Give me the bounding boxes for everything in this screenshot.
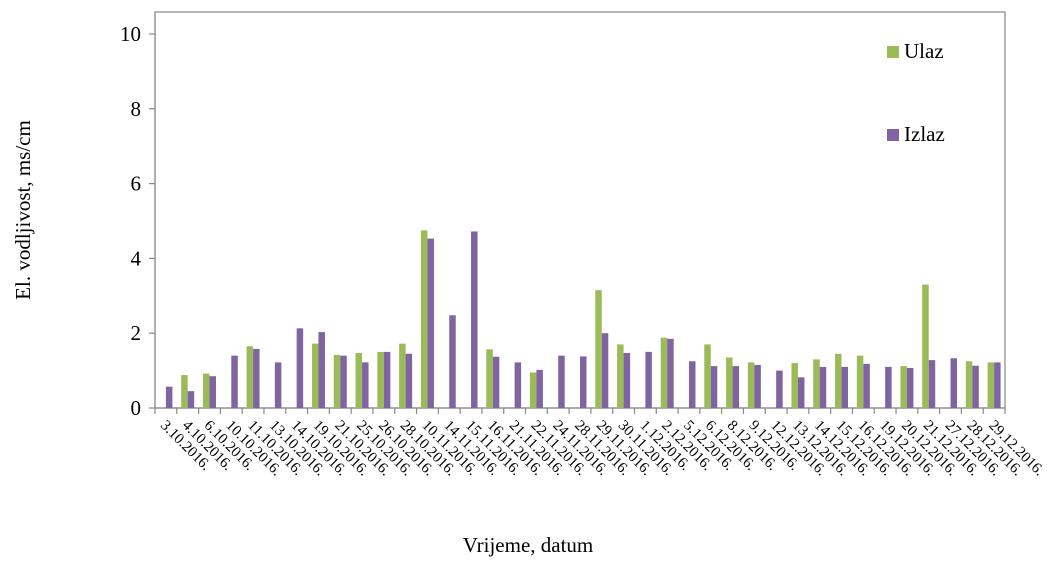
legend-swatch-ulaz	[887, 46, 899, 58]
bar-ulaz-38	[987, 362, 995, 408]
bar-izlaz-26	[732, 366, 740, 408]
bar-izlaz-38	[994, 362, 1001, 408]
bar-izlaz-21	[623, 353, 631, 408]
bar-izlaz-29	[797, 377, 805, 408]
bar-izlaz-7	[318, 332, 325, 408]
bar-ulaz-34	[900, 366, 907, 408]
bar-izlaz-1	[187, 391, 195, 408]
bar-izlaz-33	[885, 366, 892, 408]
bar-izlaz-24	[688, 361, 696, 408]
bar-izlaz-5	[274, 362, 282, 408]
bar-ulaz-10	[377, 351, 384, 408]
bar-izlaz-22	[645, 351, 652, 408]
bar-izlaz-35	[928, 360, 936, 408]
bar-izlaz-2	[209, 376, 216, 408]
bar-ulaz-31	[835, 353, 842, 408]
y-tick-label: 4	[131, 246, 142, 270]
bar-ulaz-21	[617, 344, 624, 408]
bar-izlaz-13	[449, 315, 456, 408]
bar-ulaz-12	[420, 230, 428, 408]
bar-ulaz-27	[747, 362, 755, 408]
bar-ulaz-20	[595, 290, 602, 408]
bar-izlaz-36	[950, 358, 958, 408]
bar-ulaz-35	[922, 284, 929, 408]
y-tick-label: 8	[131, 97, 142, 121]
bar-izlaz-0	[165, 386, 173, 408]
bar-izlaz-27	[754, 364, 761, 408]
legend: Ulaz Izlaz	[887, 39, 945, 146]
bar-izlaz-12	[427, 238, 434, 408]
plot-area-frame	[154, 11, 1006, 409]
bar-izlaz-34	[906, 367, 914, 408]
bar-izlaz-16	[514, 362, 522, 408]
bar-izlaz-6	[296, 328, 304, 408]
bar-izlaz-30	[819, 366, 827, 408]
bar-izlaz-20	[601, 333, 609, 408]
bar-izlaz-23	[667, 338, 674, 408]
bar-izlaz-18	[558, 355, 565, 408]
bar-izlaz-37	[972, 365, 979, 408]
bar-ulaz-2	[202, 373, 210, 408]
bar-izlaz-11	[405, 353, 413, 408]
y-tick-label: 10	[120, 22, 141, 46]
bar-ulaz-30	[813, 359, 820, 408]
bar-izlaz-10	[383, 351, 391, 408]
bar-ulaz-25	[704, 344, 711, 408]
bar-izlaz-15	[492, 356, 500, 408]
bar-ulaz-26	[726, 357, 733, 408]
bar-ulaz-9	[355, 353, 363, 408]
bar-ulaz-4	[246, 346, 254, 408]
legend-swatch-izlaz	[887, 129, 899, 141]
bar-ulaz-11	[399, 343, 406, 408]
bar-ulaz-17	[529, 372, 537, 408]
bar-ulaz-37	[965, 361, 973, 408]
x-axis-title: Vrijeme, datum	[463, 533, 594, 557]
bar-ulaz-32	[856, 355, 864, 408]
bar-ulaz-8	[333, 354, 341, 408]
bar-izlaz-31	[841, 366, 849, 408]
y-tick-label: 6	[131, 172, 142, 196]
bar-izlaz-17	[536, 369, 543, 408]
y-tick-label: 2	[131, 321, 142, 345]
bar-ulaz-7	[311, 343, 319, 408]
bar-izlaz-8	[340, 355, 347, 408]
y-tick-label: 0	[131, 396, 142, 420]
bar-izlaz-28	[776, 370, 783, 408]
legend-label-ulaz: Ulaz	[904, 39, 944, 63]
legend-label-izlaz: Izlaz	[904, 122, 945, 146]
bar-izlaz-4	[253, 348, 260, 408]
bar-izlaz-19	[580, 356, 587, 408]
bar-ulaz-23	[660, 337, 668, 408]
y-axis-title: El. vodljivost, ms/cm	[11, 120, 35, 300]
bar-izlaz-32	[863, 363, 870, 408]
bar-izlaz-3	[231, 355, 238, 408]
bar-izlaz-14	[471, 231, 478, 408]
bar-ulaz-1	[181, 375, 188, 408]
bar-ulaz-15	[486, 349, 493, 408]
bar-ulaz-29	[791, 363, 798, 408]
bar-izlaz-9	[362, 362, 369, 408]
bar-izlaz-25	[710, 366, 718, 408]
